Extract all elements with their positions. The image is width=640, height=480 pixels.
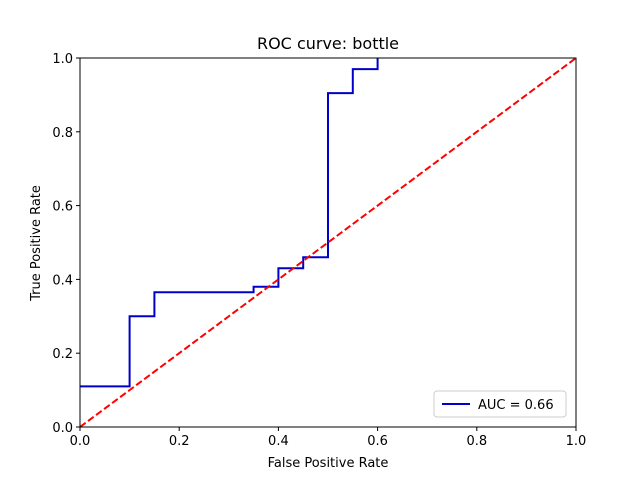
axes-frame (79, 57, 577, 428)
x-tick-label: 0.4 (268, 434, 289, 449)
x-axis-label: False Positive Rate (268, 456, 389, 471)
x-tick-label: 0.8 (466, 434, 487, 449)
x-tick-label: 0.2 (169, 434, 190, 449)
legend-box (433, 390, 567, 418)
roc-curve-line (80, 58, 379, 388)
chance-diagonal-line (79, 57, 577, 428)
y-tick-label: 0.2 (52, 347, 73, 362)
legend: AUC = 0.66 (433, 390, 567, 418)
chart-title: ROC curve: bottle (257, 34, 399, 53)
x-tick-label: 0.0 (70, 434, 91, 449)
x-tick-label: 1.0 (566, 434, 587, 449)
y-tick-label: 0.6 (52, 200, 73, 215)
y-tick-label: 0.8 (52, 126, 73, 141)
y-tick-label: 1.0 (52, 52, 73, 67)
x-tick-label: 0.6 (367, 434, 388, 449)
plot-area: 0.0 0.2 0.4 0.6 0.8 1.0 0.0 0.2 0.4 0.6 0.8 1.0 (52, 52, 586, 449)
y-tick-label: 0.4 (52, 273, 73, 288)
legend-label: AUC = 0.66 (478, 398, 554, 413)
y-tick-label: 0.0 (52, 421, 73, 436)
y-axis-label: True Positive Rate (29, 185, 44, 302)
